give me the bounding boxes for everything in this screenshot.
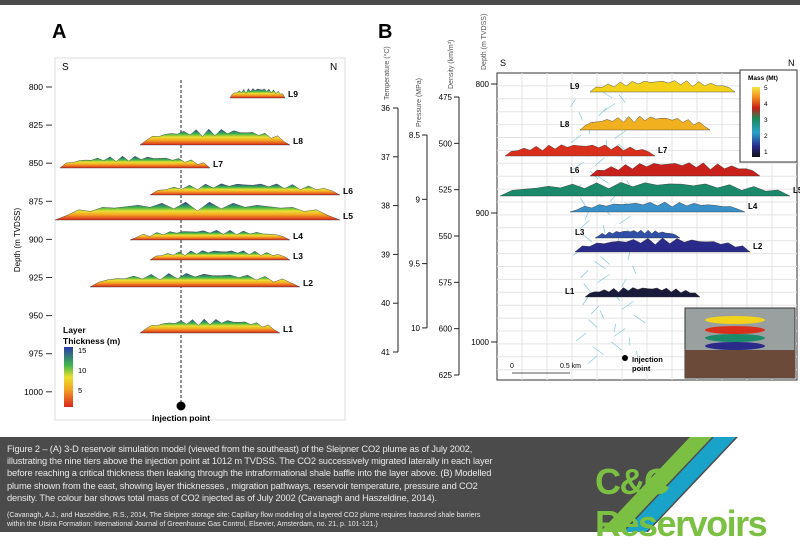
mass-tick: 3 bbox=[764, 117, 768, 124]
depth-tick: 900 bbox=[29, 234, 43, 244]
reference-citation: (Cavanagh, A.J., and Haszeldine, R.S., 2… bbox=[7, 511, 487, 529]
thickness-colorbar bbox=[64, 347, 73, 407]
depth-tick: 875 bbox=[29, 196, 43, 206]
layer-label: L6 bbox=[570, 166, 580, 175]
temperature-tick: 41 bbox=[381, 348, 390, 357]
layer-label: L7 bbox=[213, 159, 223, 169]
injection-point-marker bbox=[177, 402, 186, 411]
layer-label: L1 bbox=[565, 287, 575, 296]
layer-label: L6 bbox=[343, 186, 353, 196]
inset-layer bbox=[705, 326, 765, 334]
layer-label: L4 bbox=[293, 231, 303, 241]
depth-tick: 800 bbox=[29, 82, 43, 92]
temperature-tick: 37 bbox=[381, 153, 390, 162]
depth-tick: 900 bbox=[476, 209, 490, 218]
layer-label: L4 bbox=[748, 202, 758, 211]
panel-a-letter: A bbox=[52, 21, 66, 43]
injection-label: Injection bbox=[632, 355, 663, 364]
layer-label: L9 bbox=[570, 82, 580, 91]
density-tick: 625 bbox=[439, 371, 453, 380]
depth-tick: 975 bbox=[29, 349, 43, 359]
mass-colorbar bbox=[752, 87, 760, 157]
density-tick: 475 bbox=[439, 93, 453, 102]
pressure-tick: 10 bbox=[411, 324, 420, 333]
temperature-tick: 38 bbox=[381, 202, 390, 211]
scale-label: 0.5 km bbox=[560, 363, 581, 370]
depth-tick: 1000 bbox=[471, 338, 489, 347]
mass-tick: 1 bbox=[764, 149, 768, 156]
south-label: S bbox=[500, 58, 506, 68]
density-tick: 550 bbox=[439, 232, 453, 241]
layer-l8 bbox=[140, 129, 290, 145]
inset-layer bbox=[705, 316, 765, 324]
depth-axis-label: Depth (m TVDSS) bbox=[13, 208, 22, 273]
density-tick: 575 bbox=[439, 278, 453, 287]
injection-label: Injection point bbox=[152, 413, 210, 423]
layer-l5 bbox=[55, 202, 340, 220]
layer-label: L9 bbox=[288, 89, 298, 99]
temperature-tick: 36 bbox=[381, 104, 390, 113]
mass-tick: 4 bbox=[764, 101, 768, 108]
depth-axis-label: Depth (m TVDSS) bbox=[481, 14, 488, 70]
inset-ground bbox=[685, 350, 795, 378]
layer-label: L5 bbox=[343, 211, 353, 221]
north-label: N bbox=[330, 62, 337, 73]
mass-tick: 2 bbox=[764, 133, 768, 140]
caption-footer: Figure 2 – (A) 3-D reservoir simulation … bbox=[0, 437, 800, 532]
depth-tick: 825 bbox=[29, 120, 43, 130]
pressure-tick: 9.5 bbox=[409, 260, 421, 269]
inset-layer bbox=[705, 334, 765, 342]
layer-l9 bbox=[230, 88, 285, 98]
depth-tick: 1000 bbox=[24, 387, 43, 397]
injection-label: point bbox=[632, 364, 651, 373]
layer-l7 bbox=[60, 156, 210, 168]
layer-label: L3 bbox=[293, 251, 303, 261]
layer-l3 bbox=[150, 251, 290, 260]
layer-l2 bbox=[90, 273, 300, 287]
temperature-tick: 39 bbox=[381, 250, 390, 259]
density-tick: 500 bbox=[439, 139, 453, 148]
depth-tick: 800 bbox=[476, 80, 490, 89]
layer-label: L3 bbox=[575, 228, 585, 237]
colorbar-tick: 10 bbox=[78, 366, 86, 375]
depth-tick: 950 bbox=[29, 311, 43, 321]
mass-tick: 5 bbox=[764, 85, 768, 92]
scale-zero: 0 bbox=[510, 363, 514, 370]
layer-l6 bbox=[150, 184, 340, 195]
legend-title: Thickness (m) bbox=[63, 336, 120, 346]
layer-label: L1 bbox=[283, 324, 293, 334]
mass-legend bbox=[740, 70, 797, 162]
pressure-tick: 8.5 bbox=[409, 131, 421, 140]
depth-tick: 850 bbox=[29, 158, 43, 168]
depth-tick: 925 bbox=[29, 273, 43, 283]
south-label: S bbox=[62, 62, 69, 73]
figure-caption: Figure 2 – (A) 3-D reservoir simulation … bbox=[7, 443, 497, 504]
layer-label: L8 bbox=[293, 136, 303, 146]
legend-title: Layer bbox=[63, 325, 86, 335]
pressure-axis-label: Pressure (MPa) bbox=[416, 78, 423, 127]
layer-label: L2 bbox=[753, 242, 763, 251]
density-axis-label: Density (km/m³) bbox=[448, 40, 455, 89]
injection-point-marker bbox=[622, 355, 628, 361]
mass-legend-title: Mass (Mt) bbox=[748, 75, 778, 82]
colorbar-tick: 5 bbox=[78, 386, 82, 395]
density-tick: 600 bbox=[439, 325, 453, 334]
temperature-tick: 40 bbox=[381, 299, 390, 308]
density-tick: 525 bbox=[439, 186, 453, 195]
north-label: N bbox=[788, 58, 795, 68]
layer-label: L8 bbox=[560, 120, 570, 129]
colorbar-tick: 15 bbox=[78, 346, 86, 355]
layer-label: L5 bbox=[793, 186, 800, 195]
pressure-tick: 9 bbox=[416, 195, 421, 204]
panel-b-letter: B bbox=[378, 21, 392, 43]
layer-label: L7 bbox=[658, 146, 668, 155]
temperature-axis-label: Temperature (°C) bbox=[383, 46, 391, 100]
layer-label: L2 bbox=[303, 278, 313, 288]
layer-l1 bbox=[140, 319, 280, 333]
logo: C&C Reservoirs bbox=[595, 461, 800, 545]
layer-l4 bbox=[130, 230, 290, 240]
inset-layer bbox=[705, 342, 765, 350]
